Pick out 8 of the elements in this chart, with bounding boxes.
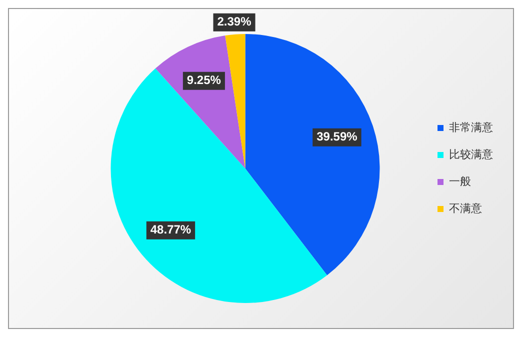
data-label: 9.25% [186,73,222,88]
legend-label: 不满意 [449,202,482,215]
data-label: 39.59% [316,130,358,144]
data-label: 48.77% [150,222,192,237]
legend-label: 非常满意 [449,120,493,134]
legend-label: 比较满意 [449,148,493,161]
legend-label: 一般 [449,174,471,188]
data-label: 2.39% [217,14,252,29]
